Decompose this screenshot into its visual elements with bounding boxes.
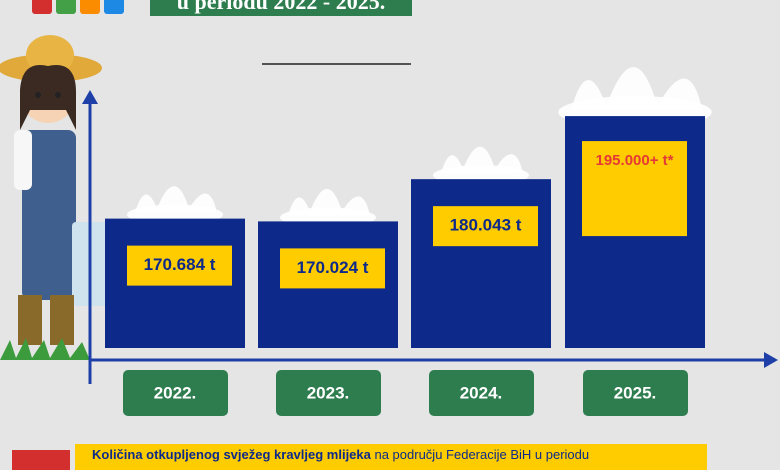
icon [104,0,124,14]
value-label: 195.000+ t* [596,152,674,169]
footer-normal: na području Federacije BiH u periodu [371,447,589,462]
footer-icon [12,450,70,470]
x-tick-label: 2024. [460,383,503,402]
icon [56,0,76,14]
x-axis-arrow [764,352,778,368]
year-box [123,370,228,416]
year-box [583,370,688,416]
value-label: 170.024 t [297,258,369,277]
farmer [0,35,122,360]
value-label-box [127,245,232,286]
milk-splash [441,146,523,174]
value-label: 170.684 t [144,255,216,274]
bar [411,179,551,348]
icon [32,0,52,14]
milk-splash [288,188,370,216]
value-label-box [582,141,687,237]
milk-splash [135,186,217,213]
footer-box [75,444,707,470]
footer-bold: Količina otkupljenog svježeg kravljeg ml… [92,447,372,462]
value-label-box [280,248,385,289]
chart-title: u periodu 2022 - 2025. [177,0,385,14]
x-tick-label: 2022. [154,383,197,402]
year-box [429,370,534,416]
value-label: 180.043 t [450,216,522,235]
top-icons [32,0,124,14]
x-tick-label: 2025. [614,383,657,402]
x-tick-label: 2023. [307,383,350,402]
value-label-box [433,206,538,247]
title-box [150,0,412,16]
year-box [276,370,381,416]
y-axis-arrow [82,90,98,104]
axes [82,90,778,384]
footer-text: Količina otkupljenog svježeg kravljeg ml… [92,447,589,462]
icon [80,0,100,14]
milk-splash [571,67,703,111]
